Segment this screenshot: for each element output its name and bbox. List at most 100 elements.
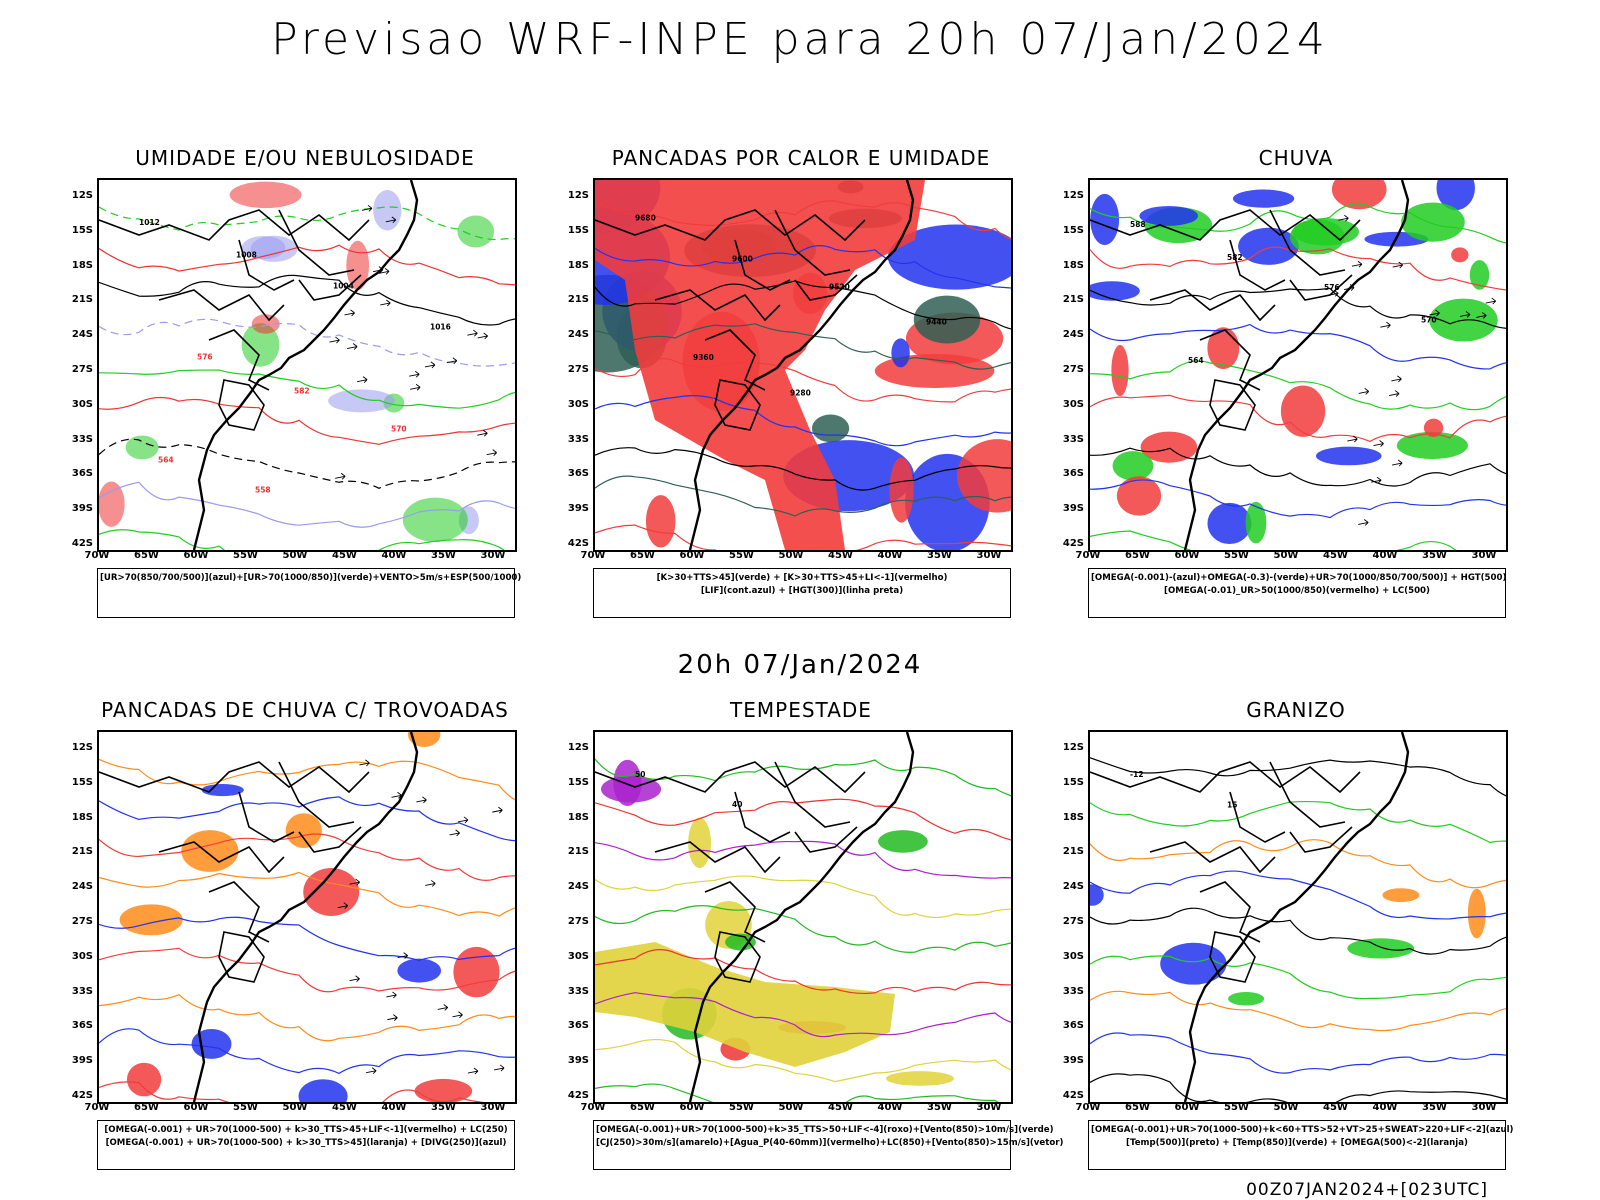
contour-line bbox=[595, 475, 1011, 517]
latitude-tick-label: 27S bbox=[567, 916, 589, 927]
shaded-area bbox=[601, 775, 662, 803]
wind-arrow bbox=[349, 975, 360, 983]
contour-line bbox=[99, 796, 515, 842]
contour-line bbox=[1090, 360, 1506, 411]
latitude-tick-label: 24S bbox=[71, 881, 93, 893]
shaded-area bbox=[1315, 446, 1382, 466]
contour-line bbox=[99, 529, 506, 550]
latitude-tick-label: 15S bbox=[567, 776, 589, 788]
wind-arrow bbox=[425, 880, 436, 887]
shaded-area bbox=[126, 1062, 162, 1097]
longitude-tick-label: 50W bbox=[282, 1102, 308, 1113]
wind-arrow bbox=[361, 204, 373, 212]
legend-line: [OMEGA(-0.001)-(azul)+OMEGA(-0.3)-(verde… bbox=[1091, 573, 1507, 583]
state-border bbox=[278, 761, 355, 828]
latitude-tick-label: 30S bbox=[1062, 398, 1084, 410]
latitude-tick-label: 12S bbox=[71, 190, 93, 201]
forecast-map: -12 15 bbox=[1088, 730, 1508, 1104]
latitude-tick-label: 12S bbox=[1062, 742, 1084, 753]
latitude-tick-label: 21S bbox=[71, 846, 93, 858]
longitude-tick-label: 30W bbox=[480, 550, 506, 561]
state-border bbox=[238, 791, 295, 843]
contour-label: 9680 bbox=[635, 213, 656, 222]
latitude-tick-label: 24S bbox=[1062, 881, 1084, 893]
contour-line bbox=[99, 871, 515, 917]
shaded-area bbox=[251, 314, 280, 334]
wind-arrow bbox=[335, 472, 346, 480]
wind-arrow bbox=[1358, 519, 1369, 526]
panel-title: UMIDADE E/OU NEBULOSIDADE bbox=[135, 146, 475, 170]
contour-line bbox=[595, 840, 1011, 879]
wind-arrow bbox=[1392, 261, 1404, 269]
panel-legend: [OMEGA(-0.001)-(azul)+OMEGA(-0.3)-(verde… bbox=[1088, 568, 1506, 618]
shaded-area bbox=[1116, 476, 1162, 516]
shaded-area bbox=[241, 323, 280, 367]
state-border bbox=[158, 841, 285, 874]
longitude-tick-label: 50W bbox=[778, 550, 804, 561]
wind-arrow bbox=[457, 816, 469, 824]
contour-line bbox=[595, 358, 1011, 403]
contour-label: 582 bbox=[1227, 253, 1243, 262]
wind-arrow bbox=[467, 1067, 479, 1075]
contour-label: 9600 bbox=[732, 254, 753, 263]
longitude-tick-label: 30W bbox=[976, 1102, 1002, 1113]
latitude-tick-label: 27S bbox=[567, 364, 589, 375]
shaded-area bbox=[889, 457, 914, 523]
contour-line bbox=[595, 1038, 1011, 1083]
contour-line bbox=[595, 798, 1011, 841]
state-border bbox=[1209, 379, 1256, 431]
wind-arrow bbox=[1459, 311, 1471, 318]
wind-arrow bbox=[424, 361, 436, 369]
contour-line bbox=[595, 992, 1011, 1038]
shaded-fields bbox=[595, 759, 954, 1086]
state-border bbox=[218, 931, 265, 983]
wind-arrow bbox=[1347, 435, 1358, 443]
latitude-tick-label: 30S bbox=[1062, 950, 1084, 962]
contour-line bbox=[1090, 955, 1506, 1000]
contour-line bbox=[1090, 757, 1506, 797]
shaded-area bbox=[1467, 888, 1486, 939]
contour-line bbox=[595, 280, 1011, 330]
wind-arrow bbox=[391, 791, 402, 799]
longitude-tick-label: 45W bbox=[1323, 550, 1348, 561]
contour-line bbox=[99, 244, 515, 286]
longitude-tick-label: 70W bbox=[1075, 1102, 1101, 1113]
latitude-tick-label: 39S bbox=[1062, 1055, 1084, 1067]
page-title: Previsao WRF-INPE para 20h 07/Jan/2024 bbox=[271, 14, 1329, 65]
wind-streamlines bbox=[337, 759, 505, 1075]
map-canvas: 9680 9600 9520 9440 9360 9280 bbox=[595, 180, 1011, 550]
contour-label: 558 bbox=[255, 485, 271, 494]
contour-label: 15 bbox=[1227, 801, 1237, 810]
state-border bbox=[1229, 239, 1286, 291]
contour-label: 576 bbox=[1324, 283, 1340, 292]
contour-line bbox=[595, 875, 1011, 919]
shaded-fields bbox=[99, 181, 495, 543]
contour-label: 576 bbox=[197, 352, 213, 361]
shaded-area bbox=[1140, 431, 1198, 463]
shaded-area bbox=[250, 235, 298, 262]
longitude-tick-label: 60W bbox=[183, 550, 209, 561]
contour-line bbox=[1090, 800, 1506, 844]
longitude-tick-label: 45W bbox=[828, 1102, 853, 1113]
wind-arrow bbox=[492, 806, 503, 814]
panel-legend: [OMEGA(-0.001)+UR>70(1000-500)+k>35_TTS>… bbox=[593, 1120, 1063, 1170]
coastline bbox=[688, 732, 915, 1102]
state-border bbox=[1269, 761, 1346, 828]
longitude-tick-label: 30W bbox=[1471, 550, 1497, 561]
contour-label: 564 bbox=[1188, 356, 1204, 365]
shaded-fields bbox=[595, 180, 1011, 550]
wind-arrow bbox=[347, 343, 358, 350]
latitude-tick-label: 12S bbox=[567, 742, 589, 753]
contour-line bbox=[99, 947, 515, 993]
contour-line bbox=[99, 206, 515, 241]
contour-line bbox=[1090, 530, 1457, 550]
coastline bbox=[688, 180, 915, 550]
shaded-area bbox=[453, 946, 500, 998]
latitude-tick-label: 30S bbox=[71, 950, 93, 962]
coastline bbox=[192, 180, 419, 550]
state-border bbox=[1090, 209, 1361, 242]
shaded-area bbox=[957, 439, 1011, 513]
contour-line bbox=[595, 200, 1011, 240]
latitude-tick-label: 15S bbox=[1062, 776, 1084, 788]
wind-arrow bbox=[357, 376, 368, 383]
